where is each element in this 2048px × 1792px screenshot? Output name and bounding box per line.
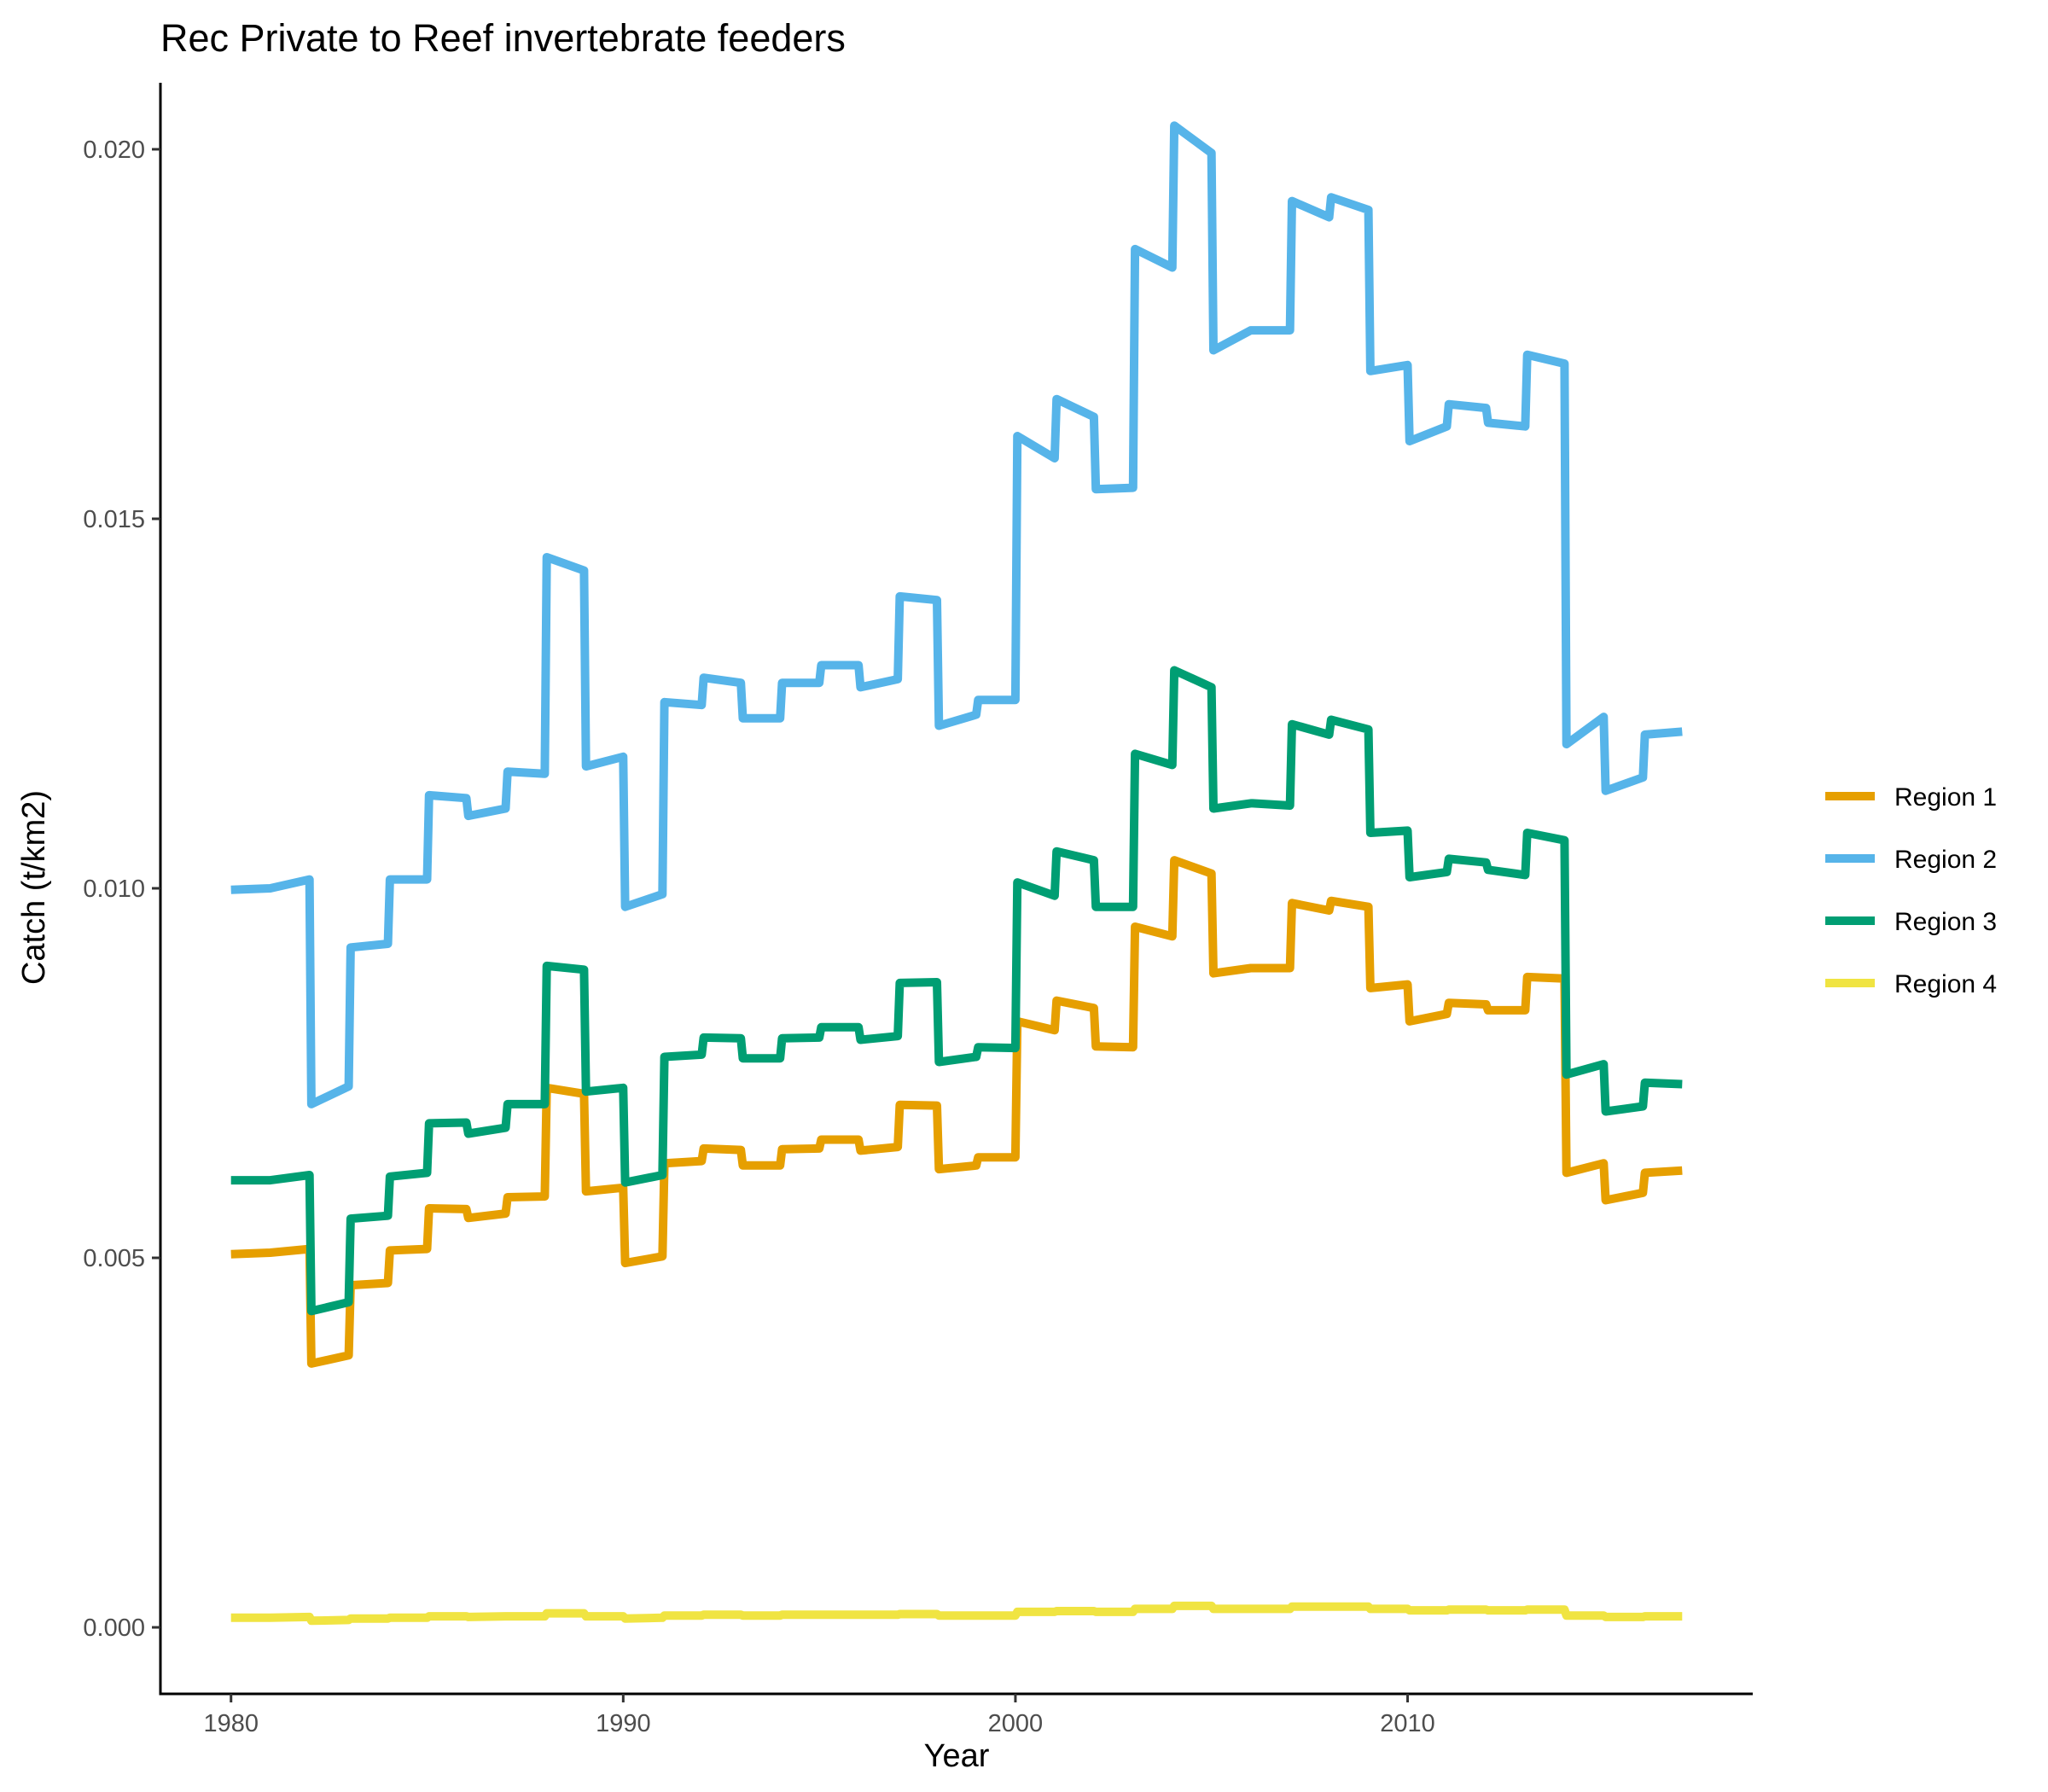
x-tick-label: 1990: [596, 1710, 651, 1737]
plot-lines: [230, 121, 1683, 1626]
y-axis-ticks: 0.000 0.005 0.010 0.015 0.020: [83, 137, 160, 1642]
x-tick-label: 2000: [988, 1710, 1044, 1737]
legend-item-region-2: Region 2: [1825, 846, 1997, 874]
y-tick-label: 0.005: [83, 1245, 145, 1272]
legend: Region 1 Region 2 Region 3 Region 4: [1825, 783, 1997, 998]
x-axis-title: Year: [924, 1738, 990, 1774]
legend-label: Region 3: [1894, 908, 1997, 936]
y-tick-label: 0.020: [83, 137, 145, 164]
legend-item-region-3: Region 3: [1825, 908, 1997, 936]
chart-title: Rec Private to Reef invertebrate feeders: [160, 16, 846, 60]
series-line-region-1: [230, 856, 1683, 1368]
legend-label: Region 4: [1894, 970, 1997, 998]
legend-label: Region 1: [1894, 783, 1997, 812]
series-line-region-4: [230, 1601, 1683, 1626]
y-axis-title: Catch (t/km2): [16, 790, 52, 985]
legend-label: Region 2: [1894, 846, 1997, 874]
y-tick-label: 0.000: [83, 1615, 145, 1642]
legend-item-region-4: Region 4: [1825, 970, 1997, 998]
x-axis-ticks: 1980 1990 2000 2010: [203, 1694, 1435, 1737]
series-line-region-2: [230, 121, 1683, 1108]
y-tick-label: 0.010: [83, 876, 145, 903]
legend-item-region-1: Region 1: [1825, 783, 1997, 812]
series-line-region-3: [230, 666, 1683, 1316]
x-tick-label: 1980: [203, 1710, 259, 1737]
x-tick-label: 2010: [1380, 1710, 1435, 1737]
y-tick-label: 0.015: [83, 506, 145, 533]
